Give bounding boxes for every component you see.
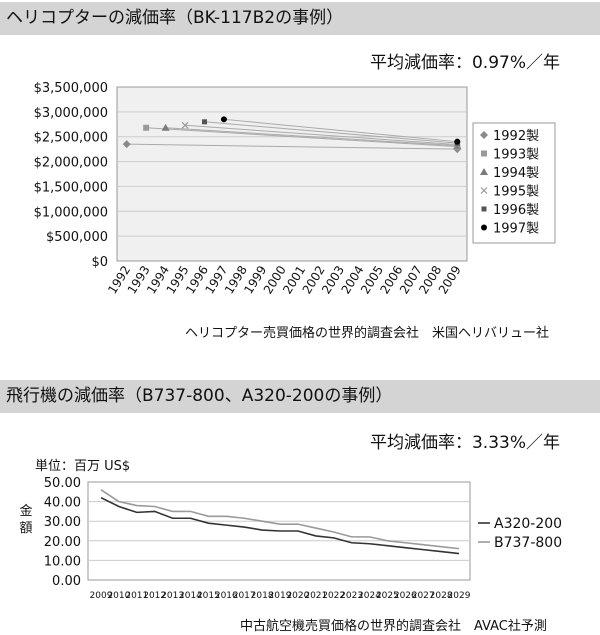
legend-label: 1997製: [493, 222, 539, 237]
series-line: [185, 124, 458, 146]
legend-marker: [480, 131, 488, 139]
y-tick-label: $3,000,000: [34, 106, 108, 121]
helicopter-avg-depreciation: 平均減価率：0.97%／年: [369, 53, 560, 73]
x-tick-label: 2016: [215, 591, 238, 601]
legend-label: B737-800: [494, 535, 562, 551]
x-tick-label: 2014: [179, 591, 202, 601]
legend-marker: [481, 206, 487, 212]
helicopter-section-title: ヘリコプターの減価率（BK-117B2の事例）: [0, 2, 600, 35]
x-tick-label: 2028: [430, 591, 453, 601]
y-tick-label: $1,000,000: [34, 205, 108, 220]
data-point: [454, 138, 461, 145]
x-tick-label: 2021: [304, 591, 327, 601]
x-tick-label: 2022: [322, 591, 345, 601]
data-point: [122, 140, 131, 149]
x-tick-label: 2023: [340, 591, 363, 601]
series-line: [223, 118, 458, 143]
legend-marker: [480, 187, 488, 194]
data-point: [181, 121, 189, 129]
x-tick-label: 2013: [161, 591, 184, 601]
legend-box: [472, 122, 556, 244]
y-tick-label: 10.00: [44, 554, 81, 569]
legend-label: 1994製: [493, 166, 539, 181]
y-tick-label: $0: [91, 255, 108, 270]
legend-label: 1996製: [493, 203, 539, 218]
data-point: [161, 123, 170, 131]
y-tick-label: $1,500,000: [34, 180, 108, 195]
x-tick-label: 2019: [269, 591, 292, 601]
series-line: [100, 496, 460, 555]
series-line: [146, 127, 458, 148]
data-point: [220, 116, 227, 123]
x-tick-label: 2025: [376, 591, 399, 601]
y-axis-label: 金額: [19, 503, 32, 536]
legend-label: 1992製: [493, 129, 539, 144]
unit-label: 単位：百万 US$: [35, 459, 131, 474]
legend-label: 1995製: [493, 185, 539, 200]
series-line: [165, 127, 458, 147]
x-tick-label: 2015: [197, 591, 220, 601]
airplane-source: 中古航空機売買価格の世界的調査会社 AVAC社予測: [240, 619, 547, 634]
y-tick-label: $3,500,000: [34, 81, 108, 96]
x-tick-label: 2012: [143, 591, 166, 601]
y-tick-label: 0.00: [52, 574, 81, 589]
data-point: [202, 119, 207, 125]
y-tick-label: 40.00: [44, 496, 81, 511]
legend-marker: [481, 150, 487, 157]
x-tick-label: 2009: [90, 591, 113, 601]
x-tick-label: 2027: [412, 591, 435, 601]
y-tick-label: 30.00: [44, 515, 81, 530]
data-point: [143, 124, 150, 131]
plot-area: [116, 86, 468, 262]
helicopter-source: ヘリコプター売買価格の世界的調査会社 米国ヘリバリュー社: [185, 326, 550, 341]
helicopter-depreciation-chart: $0 $500,000 $1,000,000 $1,500,000 $2,000,000…: [34, 81, 556, 296]
y-tick-label: $2,500,000: [34, 131, 108, 146]
series-line: [126, 143, 458, 150]
legend-label: A320-200: [494, 516, 562, 532]
y-tick-label: $500,000: [46, 230, 108, 245]
airplane-avg-depreciation: 平均減価率：3.33%／年: [369, 433, 560, 453]
x-tick-label: 2029: [448, 591, 471, 601]
x-tick-label: 2020: [286, 591, 309, 601]
airplane-section-title: 飛行機の減価率（B737-800、A320-200の事例）: [0, 380, 600, 413]
x-tick-label: 2024: [358, 591, 381, 601]
y-tick-label: 50.00: [44, 476, 81, 491]
series-line: [100, 489, 460, 550]
legend-marker: [480, 168, 488, 175]
legend-label: 1993製: [493, 148, 539, 163]
x-tick-label: 2010: [107, 591, 130, 601]
series-line: [204, 121, 458, 144]
y-tick-label: $2,000,000: [34, 156, 108, 171]
x-tick-label: 2018: [251, 591, 274, 601]
legend-marker: [481, 224, 487, 231]
x-tick-label: 2026: [394, 591, 417, 601]
x-tick-label: 2011: [125, 591, 148, 601]
y-tick-label: 20.00: [44, 535, 81, 550]
x-tick-label: 2017: [233, 591, 256, 601]
